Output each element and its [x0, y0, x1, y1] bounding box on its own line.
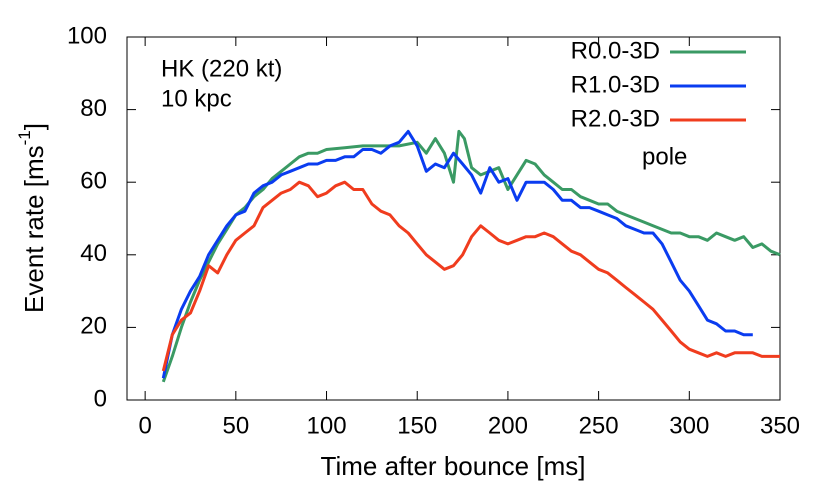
y-axis-label-sup: -1 — [15, 130, 34, 145]
x-tick-label: 50 — [222, 412, 249, 439]
y-tick-label: 60 — [80, 168, 107, 195]
series-line — [161, 129, 753, 379]
x-tick-label: 0 — [138, 412, 151, 439]
y-tick-label: 0 — [94, 385, 107, 412]
y-axis-label: Event rate [ms-1] — [15, 123, 48, 313]
x-tick-label: 350 — [760, 412, 800, 439]
x-tick-label: 100 — [307, 412, 347, 439]
legend-label: R1.0-3D — [571, 71, 660, 98]
y-axis-label-part: ] — [19, 123, 49, 130]
x-tick-label: 300 — [669, 412, 709, 439]
x-axis-label: Time after bounce [ms] — [321, 451, 586, 481]
legend-label: R2.0-3D — [571, 105, 660, 132]
legend-label: R0.0-3D — [571, 37, 660, 64]
x-tick-label: 150 — [397, 412, 437, 439]
y-tick-label: 100 — [67, 22, 107, 49]
plot-frame — [126, 36, 781, 401]
series-line — [161, 129, 781, 383]
y-tick-label: 40 — [80, 240, 107, 267]
y-axis-label-part: Event rate [ms — [19, 145, 49, 313]
annotation: 10 kpc — [161, 85, 232, 112]
series-line — [161, 180, 780, 372]
x-tick-label: 250 — [579, 412, 619, 439]
y-tick-label: 80 — [80, 95, 107, 122]
x-tick-label: 200 — [488, 412, 528, 439]
y-tick-label: 20 — [80, 313, 107, 340]
annotation: pole — [642, 143, 687, 170]
annotation: HK (220 kt) — [161, 55, 282, 82]
